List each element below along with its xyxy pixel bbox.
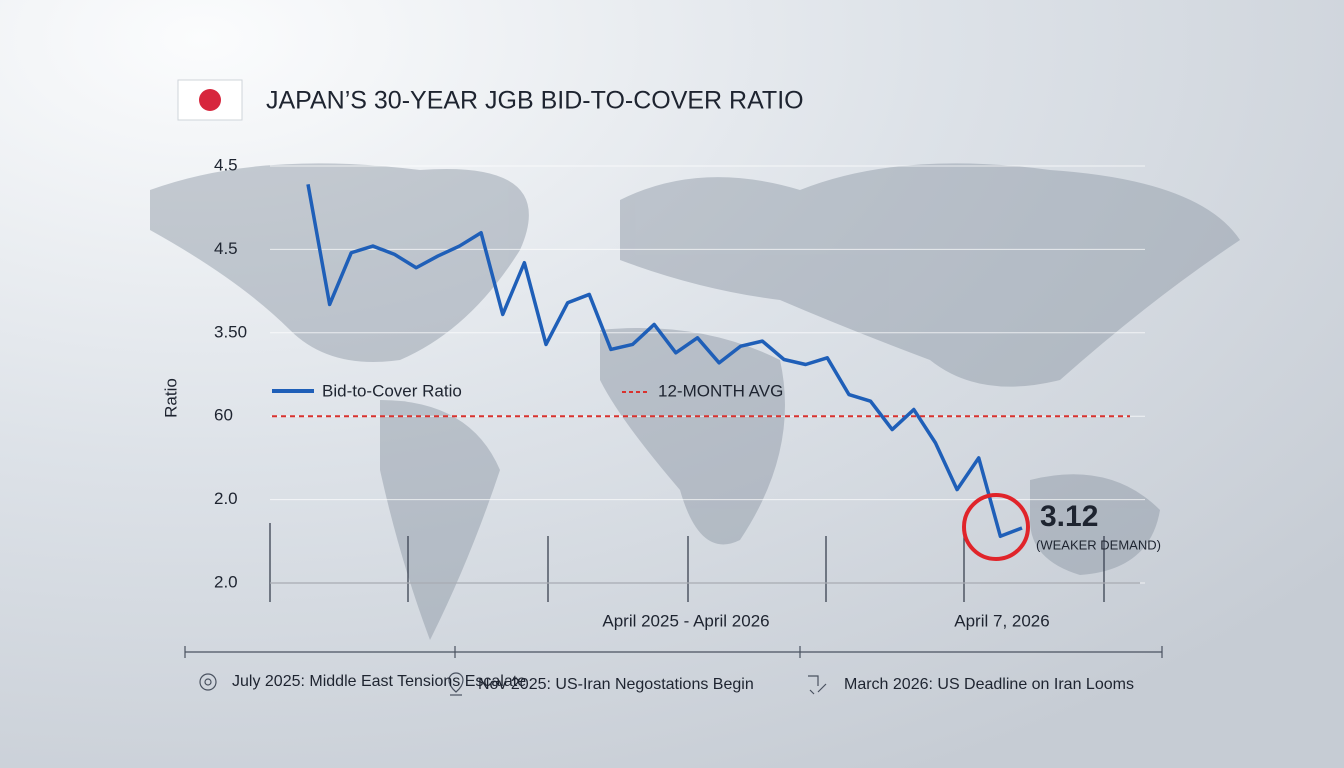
- data-line: [306, 184, 1023, 539]
- event-label: Nov 2025: US-Iran Negostations Begin: [478, 676, 754, 693]
- y-tick-label: 4.5: [214, 239, 238, 258]
- legend-label: Bid-to-Cover Ratio: [322, 381, 462, 400]
- y-axis-label: Ratio: [161, 378, 180, 418]
- y-tick-label: 60: [214, 406, 233, 425]
- legend-label: 12-MONTH AVG: [658, 381, 783, 400]
- date-label: April 7, 2026: [954, 611, 1049, 630]
- event-label: July 2025: Middle East Tensions Escalate: [232, 673, 526, 690]
- event-label: March 2026: US Deadline on Iran Looms: [844, 676, 1134, 693]
- flag-sun: [199, 89, 221, 111]
- world-map: [150, 163, 1240, 640]
- chart-title: JAPAN’S 30-YEAR JGB BID-TO-COVER RATIO: [266, 87, 804, 115]
- y-tick-label: 4.5: [214, 155, 238, 174]
- y-tick-label: 2.0: [214, 572, 238, 591]
- callout-ring: [962, 493, 1030, 561]
- period-label: April 2025 - April 2026: [602, 611, 769, 630]
- y-tick-label: 2.0: [214, 489, 238, 508]
- callout-value: 3.12: [1040, 500, 1098, 533]
- timeline: [184, 646, 1163, 696]
- callout-note: (WEAKER DEMAND): [1036, 537, 1161, 552]
- y-tick-label: 3.50: [214, 322, 247, 341]
